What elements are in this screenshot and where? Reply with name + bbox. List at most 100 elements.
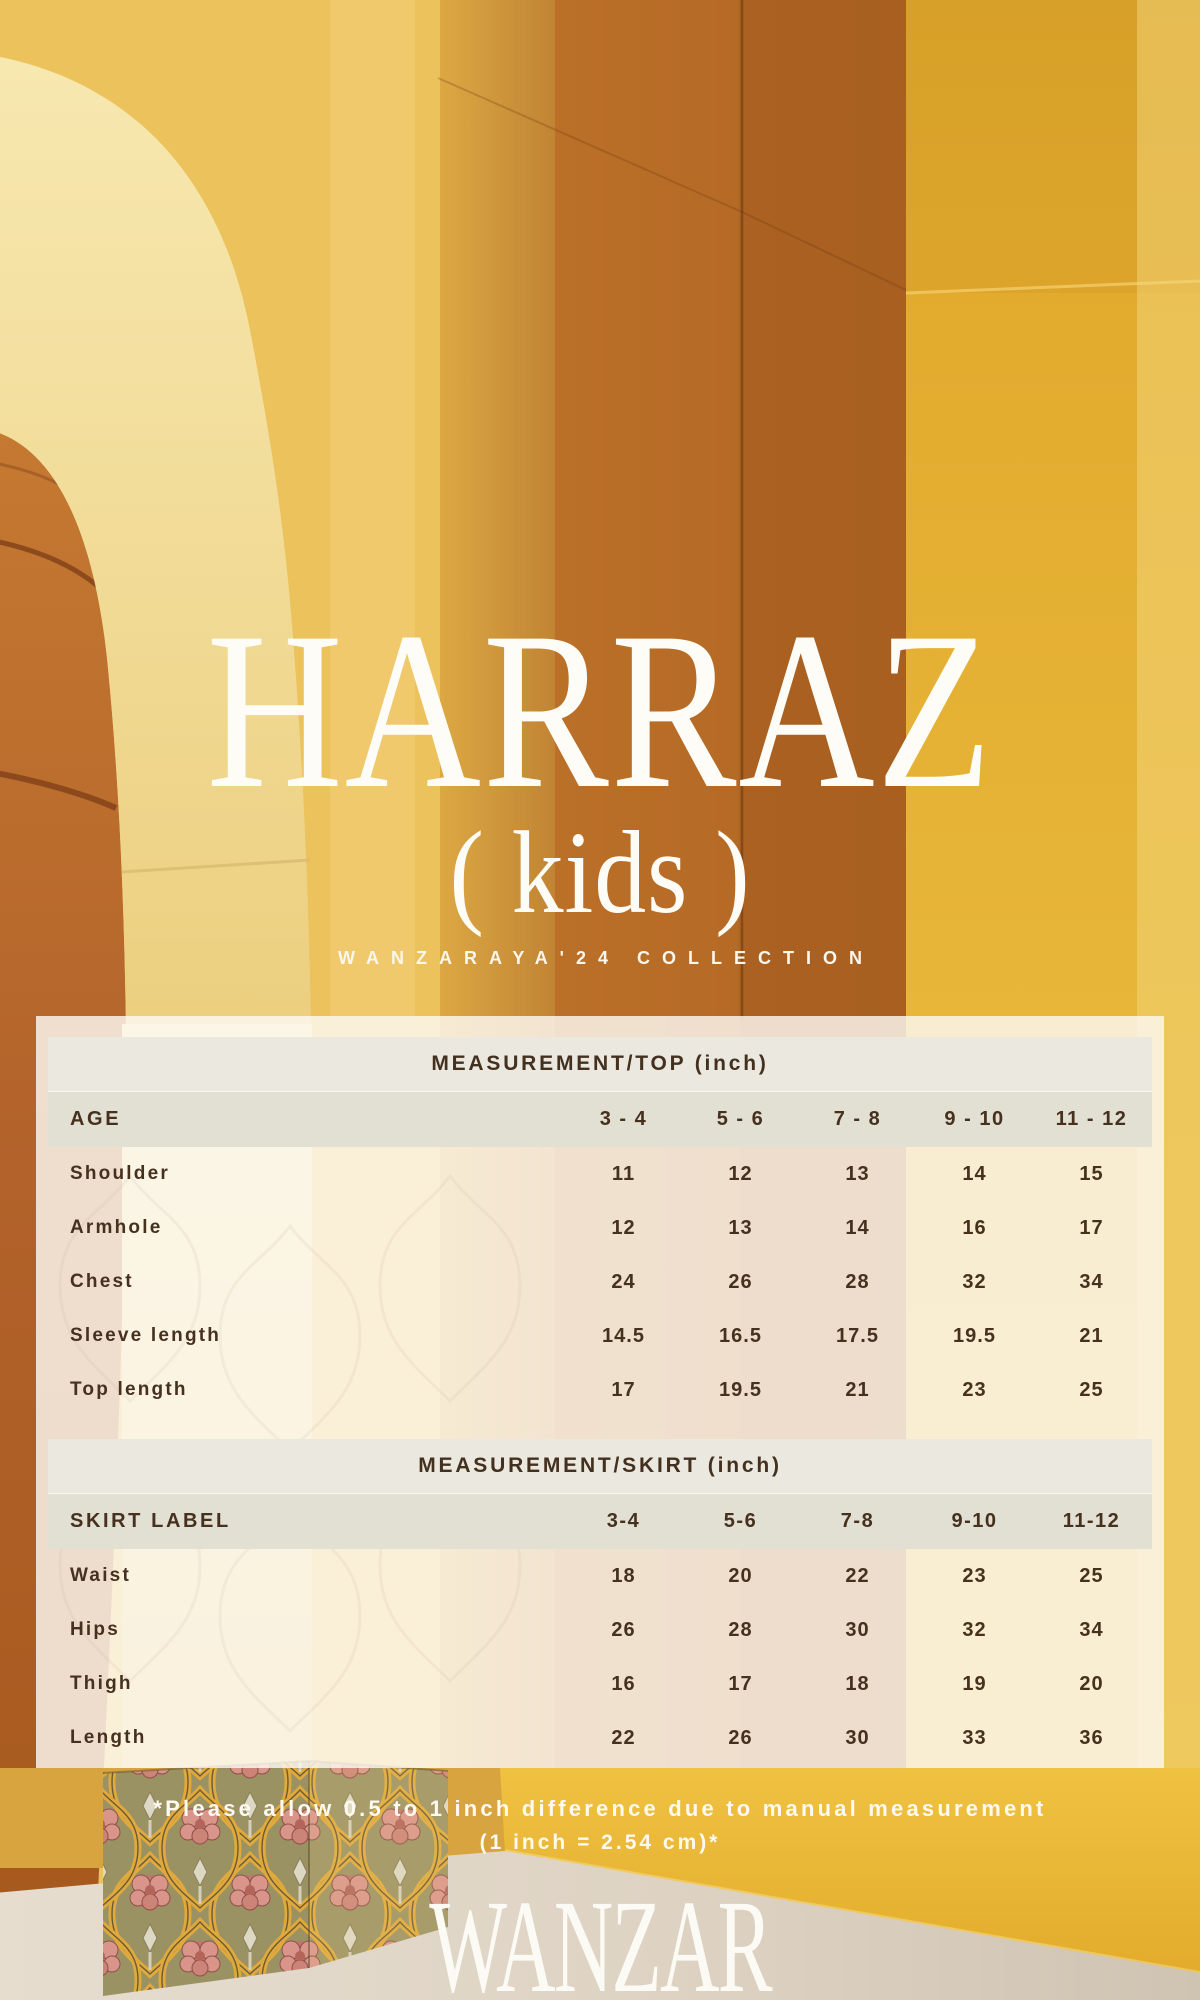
column-header-size: 5-6 <box>723 1510 758 1532</box>
column-header-size: 7 - 8 <box>833 1108 882 1130</box>
cell-value: 14 <box>962 1162 987 1185</box>
row-label: Waist <box>70 1565 131 1586</box>
cell-value: 24 <box>611 1270 636 1293</box>
row-label: Chest <box>70 1271 134 1292</box>
skirt-measurement-table: MEASUREMENT/SKIRT (inch) SKIRT LABEL 3-4… <box>48 1439 1152 1765</box>
column-header-size: 11 - 12 <box>1055 1108 1128 1130</box>
note-line-2: (1 inch = 2.54 cm)* <box>479 1831 721 1854</box>
top-measurement-table: MEASUREMENT/TOP (inch) AGE 3 - 4 5 - 6 7… <box>48 1037 1152 1417</box>
table-row: Waist 18 20 22 23 25 <box>48 1549 1152 1603</box>
cell-value: 26 <box>611 1618 636 1641</box>
cell-value: 11 <box>611 1162 636 1185</box>
row-label: Sleeve length <box>70 1325 222 1346</box>
arch <box>0 57 311 1028</box>
cell-value: 30 <box>845 1618 870 1641</box>
collection-subtitle: ( kids ) <box>449 807 751 938</box>
cell-value: 19 <box>962 1672 987 1695</box>
cell-value: 17 <box>1079 1216 1104 1239</box>
table-row: Armhole 12 13 14 16 17 <box>48 1201 1152 1255</box>
measurement-panel: MEASUREMENT/TOP (inch) AGE 3 - 4 5 - 6 7… <box>36 1016 1164 1768</box>
cell-value: 12 <box>611 1216 636 1239</box>
arch-crease <box>121 858 311 874</box>
table-header-row: AGE 3 - 4 5 - 6 7 - 8 9 - 10 11 - 12 <box>48 1091 1152 1147</box>
row-label: Armhole <box>70 1217 163 1238</box>
floral-box-right-face <box>309 1761 448 1968</box>
table-row: Hips 26 28 30 32 34 <box>48 1603 1152 1657</box>
cell-value: 33 <box>962 1726 987 1749</box>
cell-value: 19.5 <box>719 1378 762 1401</box>
cell-value: 34 <box>1079 1618 1104 1641</box>
left-wall-streak <box>330 0 415 1100</box>
column-header-size: 11-12 <box>1062 1510 1121 1532</box>
cell-value: 17 <box>728 1672 753 1695</box>
wood-plank-seam <box>0 539 102 590</box>
cell-value: 15 <box>1079 1162 1104 1185</box>
column-header-size: 3-4 <box>606 1510 641 1532</box>
column-header-size: 7-8 <box>840 1510 875 1532</box>
brand-logo: WANZAR <box>429 1872 772 2000</box>
cell-value: 30 <box>845 1726 870 1749</box>
cell-value: 18 <box>611 1564 636 1587</box>
table-row: Length 22 26 30 33 36 <box>48 1711 1152 1765</box>
cell-value: 14 <box>845 1216 870 1239</box>
ledge-seam <box>437 77 907 291</box>
wood-plank-seam <box>0 770 118 811</box>
cell-value: 16.5 <box>719 1324 762 1347</box>
table-title: MEASUREMENT/SKIRT (inch) <box>48 1439 1152 1493</box>
cell-value: 18 <box>845 1672 870 1695</box>
table-row: Chest 24 26 28 32 34 <box>48 1255 1152 1309</box>
bright-yellow-wall <box>500 1768 1200 1975</box>
column-header-size: 3 - 4 <box>599 1108 648 1130</box>
cell-value: 21 <box>845 1378 870 1401</box>
row-label: Top length <box>70 1379 188 1400</box>
cell-value: 26 <box>728 1270 753 1293</box>
cell-value: 25 <box>1079 1378 1104 1401</box>
cell-value: 23 <box>962 1564 987 1587</box>
cell-value: 13 <box>845 1162 870 1185</box>
collection-title: HARRAZ <box>206 585 994 835</box>
table-row: Top length 17 19.5 21 23 25 <box>48 1363 1152 1417</box>
column-header-skirt-label: SKIRT LABEL <box>70 1510 231 1532</box>
floral-box-right-face-light <box>309 1761 448 1968</box>
cell-value: 17.5 <box>836 1324 879 1347</box>
row-label: Length <box>70 1727 147 1748</box>
collection-line: WANZARAYA'24 COLLECTION <box>338 948 874 968</box>
cell-value: 21 <box>1079 1324 1104 1347</box>
cell-value: 22 <box>611 1726 636 1749</box>
column-header-age: AGE <box>70 1108 122 1130</box>
cell-value: 28 <box>728 1618 753 1641</box>
cell-value: 32 <box>962 1270 987 1293</box>
cell-value: 34 <box>1079 1270 1104 1293</box>
column-header-size: 9-10 <box>951 1510 998 1532</box>
column-header-size: 5 - 6 <box>716 1108 765 1130</box>
column-header-size: 9 - 10 <box>944 1108 1005 1130</box>
row-label: Thigh <box>70 1673 133 1694</box>
note-line-1: *Please allow 0.5 to 1 inch difference d… <box>153 1796 1047 1821</box>
cell-value: 22 <box>845 1564 870 1587</box>
cell-value: 23 <box>962 1378 987 1401</box>
cell-value: 17 <box>611 1378 636 1401</box>
floral-box-left-face <box>103 1761 309 1996</box>
cell-value: 32 <box>962 1618 987 1641</box>
row-label: Shoulder <box>70 1163 170 1184</box>
cell-value: 16 <box>962 1216 987 1239</box>
cell-value: 12 <box>728 1162 753 1185</box>
cell-value: 28 <box>845 1270 870 1293</box>
cell-value: 36 <box>1079 1726 1104 1749</box>
measurement-note: *Please allow 0.5 to 1 inch difference d… <box>0 1792 1200 1860</box>
table-row: Thigh 16 17 18 19 20 <box>48 1657 1152 1711</box>
cell-value: 25 <box>1079 1564 1104 1587</box>
cell-value: 20 <box>1079 1672 1104 1695</box>
table-title: MEASUREMENT/TOP (inch) <box>48 1037 1152 1091</box>
cell-value: 20 <box>728 1564 753 1587</box>
table-row: Shoulder 11 12 13 14 15 <box>48 1147 1152 1201</box>
table-row: Sleeve length 14.5 16.5 17.5 19.5 21 <box>48 1309 1152 1363</box>
cell-value: 14.5 <box>602 1324 645 1347</box>
row-label: Hips <box>70 1619 120 1640</box>
cell-value: 26 <box>728 1726 753 1749</box>
cell-value: 13 <box>728 1216 753 1239</box>
cell-value: 16 <box>611 1672 636 1695</box>
table-header-row: SKIRT LABEL 3-4 5-6 7-8 9-10 11-12 <box>48 1493 1152 1549</box>
cell-value: 19.5 <box>953 1324 996 1347</box>
